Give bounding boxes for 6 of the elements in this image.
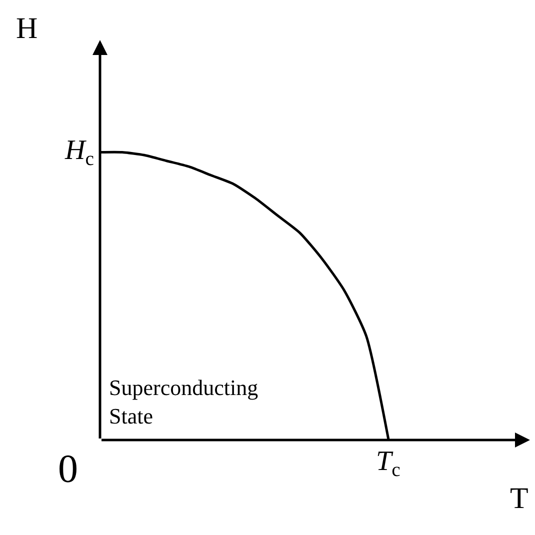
y-axis-title: H [16,12,38,45]
annotation: H$_{c}$ [64,135,94,170]
x-axis-title: T [510,482,528,515]
annotation: Superconducting State [109,375,258,429]
text: T$_{c}$ [376,446,401,481]
text: 0 [58,446,78,491]
